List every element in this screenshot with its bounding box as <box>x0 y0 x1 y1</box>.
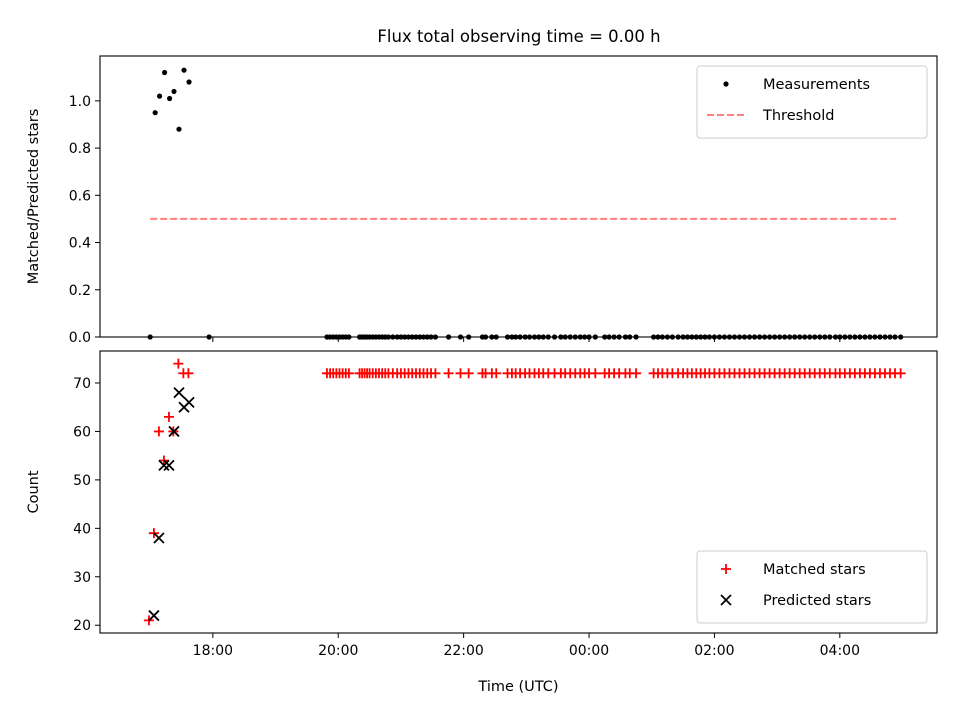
bottom-y-tick-label: 60 <box>73 424 91 440</box>
bottom-y-axis-label: Count <box>26 470 42 513</box>
bottom-legend-label-predicted-stars: Predicted stars <box>763 593 871 609</box>
bottom-legend: Matched stars Predicted stars <box>696 550 928 624</box>
chart-title: Flux total observing time = 0.00 h <box>377 27 660 46</box>
bottom-x-tick-label: 20:00 <box>318 643 358 659</box>
bottom-panel: 18:00 20:00 22:00 00:00 02:00 04:00 20 30 40 50 60… <box>26 350 938 695</box>
top-y-tick-label: 0.8 <box>69 141 91 157</box>
bottom-matched-stars-point <box>430 368 441 379</box>
bottom-x-tick-label: 04:00 <box>820 643 860 659</box>
bottom-predicted-stars-point <box>153 532 165 544</box>
bottom-predicted-stars-point <box>173 387 185 399</box>
top-legend-swatch-measurements <box>723 81 729 87</box>
top-measurements-point <box>152 110 158 116</box>
bottom-legend-label-matched-stars: Matched stars <box>763 562 866 578</box>
bottom-matched-stars-point <box>343 368 354 379</box>
bottom-x-tick-label: 22:00 <box>443 643 483 659</box>
bottom-matched-stars-point <box>173 358 184 369</box>
top-y-tick-label: 0.2 <box>69 283 91 299</box>
bottom-y-tick-label: 50 <box>73 473 91 489</box>
bottom-matched-stars-point <box>631 368 642 379</box>
top-legend: Measurements Threshold <box>696 65 928 139</box>
bottom-matched-stars-point <box>463 368 474 379</box>
top-measurements-point <box>181 67 187 73</box>
bottom-legend-swatch-matched-stars <box>721 564 731 574</box>
bottom-y-tick-label: 40 <box>73 521 91 537</box>
bottom-matched-stars-point <box>163 411 174 422</box>
top-legend-label-measurements: Measurements <box>763 77 870 93</box>
bottom-predicted-stars-point <box>148 609 160 622</box>
bottom-predicted-stars-point <box>168 425 180 438</box>
bottom-x-tick-label: 00:00 <box>569 643 609 659</box>
top-panel: 0.0 0.2 0.4 0.6 0.8 1.0 Matched/Predicted star… <box>26 55 938 346</box>
top-measurements-point <box>156 93 163 99</box>
bottom-y-tick-label: 70 <box>73 376 91 392</box>
bottom-legend-swatch-predicted-stars <box>720 594 732 606</box>
top-measurements-point <box>186 79 192 85</box>
top-y-tick-label: 1.0 <box>69 94 91 110</box>
top-measurements-point <box>171 88 177 95</box>
top-measurements-point <box>166 95 173 102</box>
bottom-matched-stars-point <box>491 368 502 379</box>
bottom-predicted-stars-point <box>183 396 195 408</box>
bottom-matched-stars-point <box>443 368 454 379</box>
bottom-predicted-stars-point <box>163 459 175 471</box>
top-y-axis-label: Matched/Predicted stars <box>26 109 42 285</box>
top-measurements-point <box>176 126 182 132</box>
bottom-x-axis-label: Time (UTC) <box>477 679 558 695</box>
top-y-tick-label: 0.4 <box>69 236 91 252</box>
bottom-y-tick-label: 30 <box>73 570 91 586</box>
bottom-matched-stars-point <box>153 426 164 437</box>
bottom-matched-stars-point <box>895 368 906 379</box>
top-y-tick-label: 0.0 <box>69 330 91 346</box>
bottom-predicted-stars-point <box>158 459 170 471</box>
top-legend-box <box>696 65 928 139</box>
bottom-axes-frame <box>99 350 938 634</box>
top-legend-label-threshold: Threshold <box>762 108 834 124</box>
bottom-x-tick-label: 18:00 <box>193 643 233 659</box>
top-y-tick-label: 0.6 <box>69 188 91 204</box>
bottom-y-tick-label: 20 <box>73 618 91 634</box>
bottom-legend-box <box>696 550 928 624</box>
top-measurements-point <box>161 69 168 76</box>
top-axes-frame <box>99 55 938 338</box>
bottom-x-tick-label: 02:00 <box>694 643 734 659</box>
bottom-matched-stars-point <box>590 368 601 379</box>
bottom-matched-stars-point <box>183 368 194 379</box>
